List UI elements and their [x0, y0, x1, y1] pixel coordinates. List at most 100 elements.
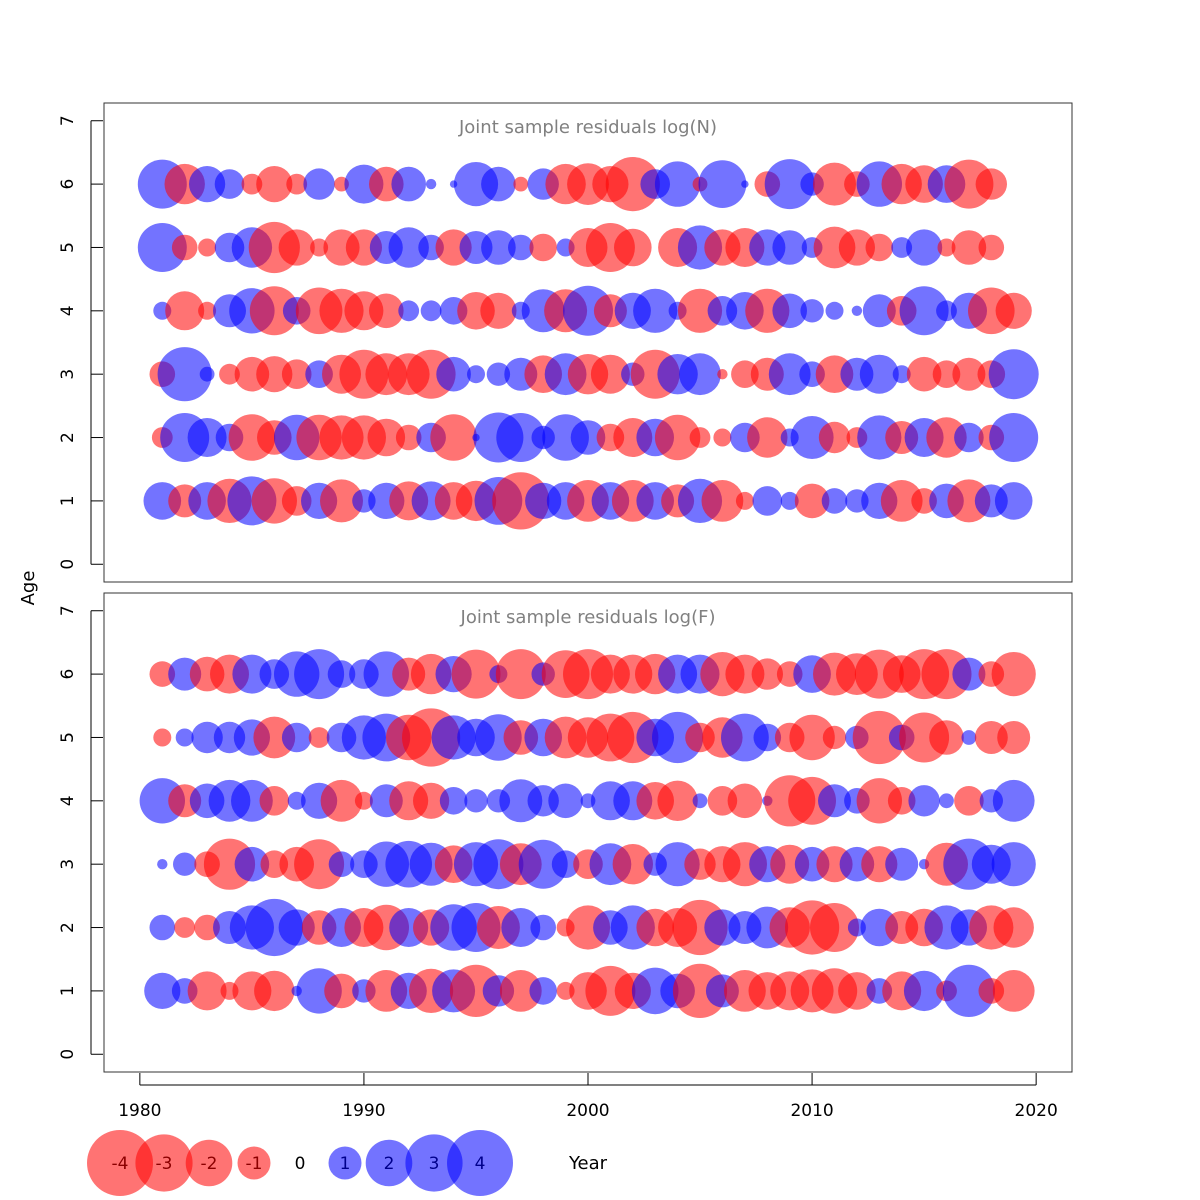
- bubble-age5-2018: [978, 234, 1005, 261]
- bubble-age1-1998: [529, 977, 557, 1005]
- bubble-age3-2006: [717, 369, 728, 380]
- bubble-age2-1981: [149, 914, 176, 941]
- bubble-age2-2019: [989, 413, 1039, 462]
- bubble-age6-1987: [286, 173, 308, 195]
- y-tick-label: 0: [58, 559, 78, 570]
- bubble-age1-2006: [701, 480, 744, 522]
- bubble-age5-1996: [481, 230, 516, 265]
- bubble-age1-1986: [251, 478, 297, 524]
- bubble-age6-1997: [495, 649, 546, 700]
- bubble-age1-1986: [254, 970, 295, 1012]
- x-tick-label: 2020: [1015, 1101, 1058, 1121]
- bubble-age6-2008: [751, 658, 783, 690]
- bubble-age6-1992: [391, 166, 427, 202]
- bubble-age6-2017: [944, 159, 994, 209]
- bubble-age4-1993: [420, 300, 442, 322]
- bubble-age2-2019: [993, 907, 1034, 948]
- bubble-age4-1987: [287, 791, 306, 810]
- bubble-age1-1981: [144, 972, 181, 1010]
- bubble-age6-1986: [256, 166, 293, 203]
- bubble-age6-1985: [232, 654, 272, 694]
- bubble-age3-2005: [679, 353, 721, 396]
- bubble-age3-1987: [281, 359, 312, 390]
- bubble-age2-1991: [367, 418, 406, 457]
- bubble-age1-1997: [499, 970, 542, 1012]
- bubble-age4-2017: [954, 786, 984, 816]
- bubble-age5-2011: [822, 725, 847, 750]
- y-tick-label: 1: [58, 985, 78, 996]
- bubble-age5-2016: [937, 238, 956, 257]
- bubble-age2-2011: [810, 903, 859, 952]
- y-axis-title: Age: [18, 571, 39, 606]
- panels-layer: Joint sample residuals log(N)01234567Joi…: [58, 102, 1073, 1073]
- bubble-age3-1996: [486, 362, 511, 386]
- bubble-age2-2004: [654, 414, 701, 461]
- bubble-age4-2010: [800, 299, 824, 323]
- bubble-age5-1982: [175, 728, 194, 747]
- bubble-age2-2016: [926, 417, 967, 458]
- legend-label: 0: [295, 1154, 306, 1174]
- bubble-age3-2009: [768, 353, 811, 396]
- bubble-age4-1983: [198, 301, 217, 320]
- bubble-age5-2010: [789, 714, 835, 761]
- bubble-age1-2012: [838, 972, 876, 1010]
- bubbles: [139, 649, 1036, 1019]
- bubble-age1-2017: [942, 964, 996, 1018]
- legend-bubble: [328, 1146, 362, 1180]
- legend-bubble: [237, 1146, 271, 1180]
- bubble-age6-2009: [764, 159, 815, 210]
- bubble-age1-1983: [187, 971, 227, 1011]
- bubble-age2-1982: [174, 917, 196, 938]
- bubble-age4-2007: [727, 783, 763, 819]
- bubble-age2-1983: [187, 418, 227, 457]
- bubble-age6-1988: [294, 649, 345, 700]
- bubble-age3-1986: [256, 356, 293, 393]
- legend-label: -2: [201, 1154, 218, 1174]
- bubble-age4-1994: [439, 787, 468, 815]
- bubble-age1-2019: [992, 970, 1035, 1012]
- y-tick-label: 0: [58, 1049, 78, 1060]
- bubble-age4-2005: [677, 288, 723, 333]
- x-tick-label: 2010: [790, 1101, 833, 1121]
- bubble-age6-2004: [654, 161, 701, 207]
- x-axis: 1980 1990 2000 2010 2020: [118, 1073, 1058, 1121]
- y-tick-label: 7: [58, 605, 78, 616]
- bubble-age2-1983: [194, 914, 220, 941]
- bubble-age1-2015: [903, 970, 945, 1012]
- bubble-age4-2015: [908, 785, 940, 817]
- bubble-age3-2014: [885, 847, 919, 881]
- bubble-age4-2014: [887, 787, 916, 815]
- panel-2: Joint sample residuals log(F) 0 1 2 3 4 5 6 7: [58, 592, 1073, 1073]
- bubble-age4-1989: [320, 779, 363, 822]
- bubble-age6-1989: [327, 660, 356, 688]
- bubble-age4-2013: [862, 294, 896, 328]
- bubble-age3-1983: [199, 366, 215, 382]
- bubble-age3-2007: [731, 360, 759, 389]
- bubble-age5-2012: [838, 229, 876, 266]
- legend-bubble: [87, 1130, 153, 1196]
- bubble-age1-2007: [735, 491, 754, 510]
- bubble-age6-1983: [189, 166, 226, 203]
- bubble-age4-2011: [825, 301, 844, 320]
- legend-label: 2: [384, 1154, 395, 1174]
- x-tick-label: 2000: [566, 1101, 609, 1121]
- bubble-age2-1997: [501, 908, 541, 947]
- bubble-age3-2016: [932, 360, 961, 389]
- x-tick-label: 1990: [342, 1101, 385, 1121]
- legend-bubble: [365, 1139, 413, 1187]
- bubble-age1-2011: [821, 488, 848, 514]
- bubble-age4-1991: [369, 293, 404, 329]
- bubble-age5-2013: [865, 233, 894, 262]
- y-tick-label: 2: [58, 922, 78, 933]
- bubble-age4-1982: [165, 291, 205, 331]
- x-tick-label: 1980: [118, 1101, 161, 1121]
- y-tick-label: 3: [58, 859, 78, 870]
- bubble-age4-2013: [856, 778, 902, 824]
- legend: -4 -3 -2 -1 0 1 2 3 4: [87, 1130, 513, 1196]
- bubble-age5-2007: [721, 713, 769, 762]
- bubble-age4-1986: [249, 286, 299, 336]
- bubble-age2-1994: [430, 414, 477, 461]
- y-tick-label: 4: [58, 305, 78, 316]
- bubble-age6-2019: [991, 652, 1036, 697]
- bubble-age3-2002: [612, 844, 653, 885]
